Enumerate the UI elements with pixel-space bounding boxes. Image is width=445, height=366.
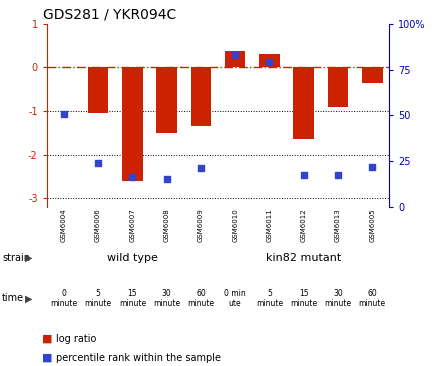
Text: wild type: wild type	[107, 253, 158, 263]
Point	[95, 160, 102, 166]
Text: 0
minute: 0 minute	[50, 288, 77, 308]
Text: strain: strain	[2, 253, 30, 263]
Text: time: time	[2, 293, 24, 303]
Text: 5
minute: 5 minute	[85, 288, 112, 308]
Point	[232, 52, 239, 58]
Text: GSM6006: GSM6006	[95, 208, 101, 242]
Bar	[156, 67, 177, 133]
Text: ▶: ▶	[25, 293, 33, 303]
Bar	[259, 54, 280, 67]
Point	[129, 174, 136, 180]
Bar	[293, 67, 314, 139]
Text: ■: ■	[42, 334, 53, 344]
Text: GSM6011: GSM6011	[267, 208, 272, 242]
Point	[369, 164, 376, 169]
Point	[266, 59, 273, 65]
Text: GSM6004: GSM6004	[61, 208, 67, 242]
Text: 60
minute: 60 minute	[359, 288, 386, 308]
Text: GSM6010: GSM6010	[232, 208, 238, 242]
Text: 15
minute: 15 minute	[119, 288, 146, 308]
Bar	[122, 67, 143, 181]
Text: percentile rank within the sample: percentile rank within the sample	[56, 352, 221, 363]
Text: 30
minute: 30 minute	[153, 288, 180, 308]
Point	[163, 176, 170, 182]
Text: GDS281 / YKR094C: GDS281 / YKR094C	[43, 7, 177, 21]
Bar	[190, 67, 211, 126]
Text: 30
minute: 30 minute	[324, 288, 352, 308]
Text: GSM6007: GSM6007	[129, 208, 135, 242]
Bar	[328, 67, 348, 107]
Text: GSM6005: GSM6005	[369, 208, 375, 242]
Bar	[225, 51, 246, 67]
Text: GSM6008: GSM6008	[164, 208, 170, 242]
Point	[335, 172, 342, 178]
Point	[61, 112, 68, 117]
Text: kin82 mutant: kin82 mutant	[266, 253, 341, 263]
Text: 15
minute: 15 minute	[290, 288, 317, 308]
Text: 5
minute: 5 minute	[256, 288, 283, 308]
Point	[198, 165, 205, 171]
Text: GSM6012: GSM6012	[301, 208, 307, 242]
Text: 60
minute: 60 minute	[187, 288, 214, 308]
Bar	[362, 67, 383, 83]
Bar	[88, 67, 109, 113]
Text: GSM6013: GSM6013	[335, 208, 341, 242]
Point	[300, 172, 307, 178]
Text: ■: ■	[42, 352, 53, 363]
Text: 0 min
ute: 0 min ute	[224, 288, 246, 308]
Text: ▶: ▶	[25, 253, 33, 263]
Text: GSM6009: GSM6009	[198, 208, 204, 242]
Text: log ratio: log ratio	[56, 334, 96, 344]
